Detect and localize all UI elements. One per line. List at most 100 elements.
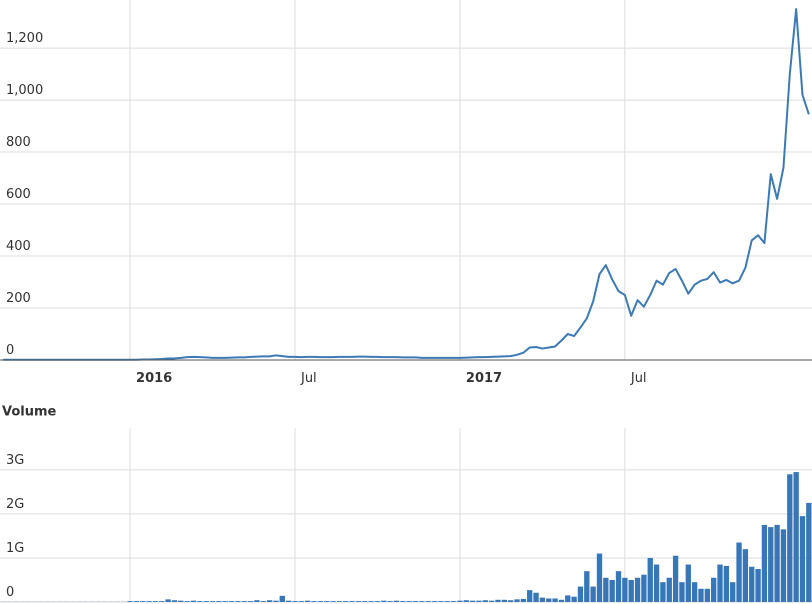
volume-bar (463, 600, 469, 602)
x-tick-label: Jul (630, 371, 647, 386)
volume-bar (406, 601, 412, 602)
volume-bar (584, 571, 590, 602)
y-tick-label: 600 (6, 187, 31, 202)
volume-bar (787, 474, 793, 602)
volume-bar (349, 601, 355, 602)
volume-bar (222, 601, 228, 602)
x-tick-label: 2017 (466, 371, 502, 386)
volume-bar (730, 582, 736, 602)
volume-bar (685, 564, 691, 602)
volume-bar (565, 595, 571, 602)
volume-bar (152, 601, 159, 602)
y-tick-label: 1,000 (6, 83, 43, 98)
volume-bar (533, 592, 539, 602)
volume-bar (590, 586, 596, 602)
volume-bar (247, 601, 254, 602)
volume-bar (660, 582, 666, 602)
volume-bar (723, 565, 730, 602)
volume-bar (140, 601, 146, 602)
volume-bar (514, 599, 520, 602)
volume-bar (615, 571, 622, 602)
volume-bar (254, 600, 260, 602)
y-tick-label: 0 (6, 585, 14, 600)
volume-bar (374, 601, 381, 602)
volume-bar (622, 577, 628, 602)
volume-bar (127, 601, 133, 602)
volume-bar (539, 597, 546, 602)
volume-bar (279, 595, 285, 602)
volume-bar (457, 600, 463, 602)
volume-bar (362, 601, 368, 602)
volume-bar (520, 598, 527, 602)
volume-bar (628, 579, 634, 602)
volume-bar (577, 586, 584, 602)
volume-bar (488, 600, 495, 602)
volume-bar (355, 601, 362, 602)
volume-bar (476, 600, 482, 602)
volume-bar (603, 577, 609, 602)
volume-bar (742, 549, 749, 602)
volume-bar (647, 557, 653, 602)
volume-bar (634, 577, 641, 602)
volume-title: Volume (2, 405, 57, 420)
volume-bar (178, 600, 184, 602)
volume-bar (203, 601, 209, 602)
volume-bar (298, 601, 304, 602)
volume-bar (317, 601, 324, 602)
volume-bar (609, 579, 615, 602)
volume-bar (197, 601, 203, 602)
y-tick-label: 1G (6, 541, 24, 556)
volume-bar (666, 577, 672, 602)
volume-bar (780, 529, 787, 602)
volume-bar (431, 601, 438, 602)
volume-bar (400, 601, 406, 602)
y-tick-label: 800 (6, 135, 31, 150)
volume-bar (171, 600, 178, 602)
volume-bar (571, 596, 577, 602)
volume-bar (425, 601, 431, 602)
volume-bar (527, 590, 533, 602)
volume-bar (190, 600, 197, 602)
volume-bar (235, 601, 241, 602)
volume-bar (241, 601, 247, 602)
volume-bar (273, 600, 279, 602)
volume-bar (419, 601, 425, 602)
volume-bar (444, 601, 450, 602)
volume-bar (508, 600, 514, 602)
volume-bar (495, 599, 501, 602)
volume-bar (711, 577, 717, 602)
volume-bar (311, 601, 317, 602)
volume-bar (755, 568, 761, 602)
volume-bar (324, 601, 330, 602)
volume-bar (450, 601, 457, 602)
volume-bar (679, 582, 685, 602)
volume-bar (343, 601, 349, 602)
volume-bar (546, 598, 552, 602)
volume-bar (558, 599, 565, 602)
volume-bar (641, 574, 647, 602)
volume-bar (691, 582, 698, 602)
volume-bar (793, 472, 799, 602)
volume-bar (133, 601, 140, 602)
volume-bar (501, 599, 507, 602)
volume-bar (482, 600, 488, 602)
volume-bar (761, 524, 768, 602)
volume-bar (596, 553, 603, 602)
volume-bar (165, 599, 171, 602)
volume-bar (216, 601, 222, 602)
volume-bar (330, 601, 336, 602)
volume-bar (285, 600, 292, 602)
volume-bar (552, 598, 558, 602)
volume-bar (336, 601, 343, 602)
volume-bar (412, 601, 419, 602)
volume-bar (768, 527, 774, 602)
volume-bar (749, 566, 755, 602)
y-tick-label: 3G (6, 453, 24, 468)
volume-bar (381, 600, 387, 602)
y-tick-label: 0 (6, 343, 14, 358)
volume-bar (672, 555, 679, 602)
volume-bar (368, 601, 374, 602)
volume-bar (698, 588, 704, 602)
volume-bar (799, 516, 806, 602)
